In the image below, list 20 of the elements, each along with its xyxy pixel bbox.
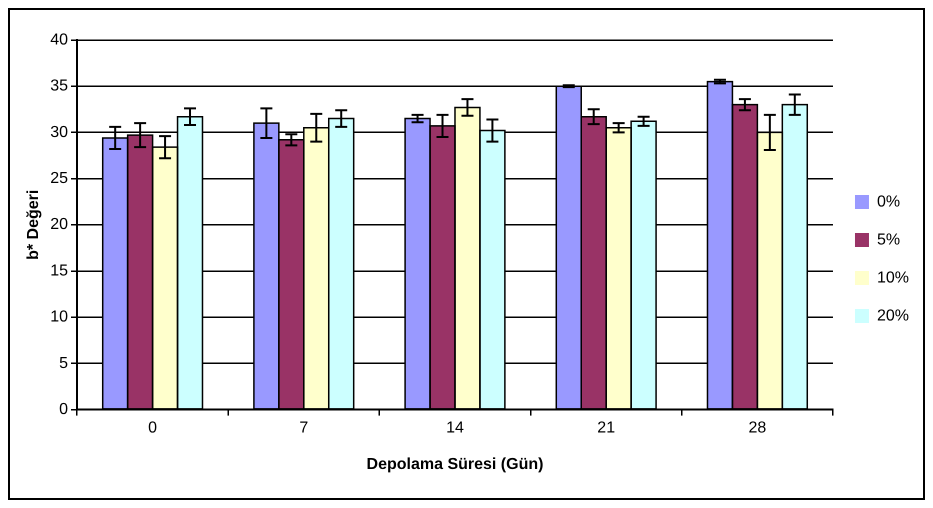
y-tick-label: 5 [59, 354, 68, 372]
x-axis-title: Depolama Süresi (Gün) [366, 456, 544, 473]
y-tick-label: 20 [50, 216, 68, 234]
y-tick-label: 10 [50, 308, 68, 326]
y-tick-label: 0 [59, 401, 68, 418]
y-tick-label: 15 [50, 262, 68, 280]
x-tick-label: 0 [148, 420, 158, 437]
x-tick-label: 14 [446, 420, 464, 437]
legend-label: 10% [876, 269, 910, 286]
y-axis-title: b* Değeri [25, 190, 42, 260]
x-tick-label: 28 [748, 420, 766, 437]
y-tick-label: 40 [50, 31, 68, 48]
y-tick-label: 25 [50, 170, 68, 188]
y-tick-label: 35 [50, 78, 68, 95]
legend-label: 20% [876, 307, 910, 324]
y-tick-label: 30 [50, 124, 68, 141]
legend-label: 0% [876, 193, 900, 210]
legend-label: 5% [876, 231, 900, 248]
x-tick-label: 21 [597, 420, 616, 437]
x-tick-label: 7 [299, 420, 308, 437]
